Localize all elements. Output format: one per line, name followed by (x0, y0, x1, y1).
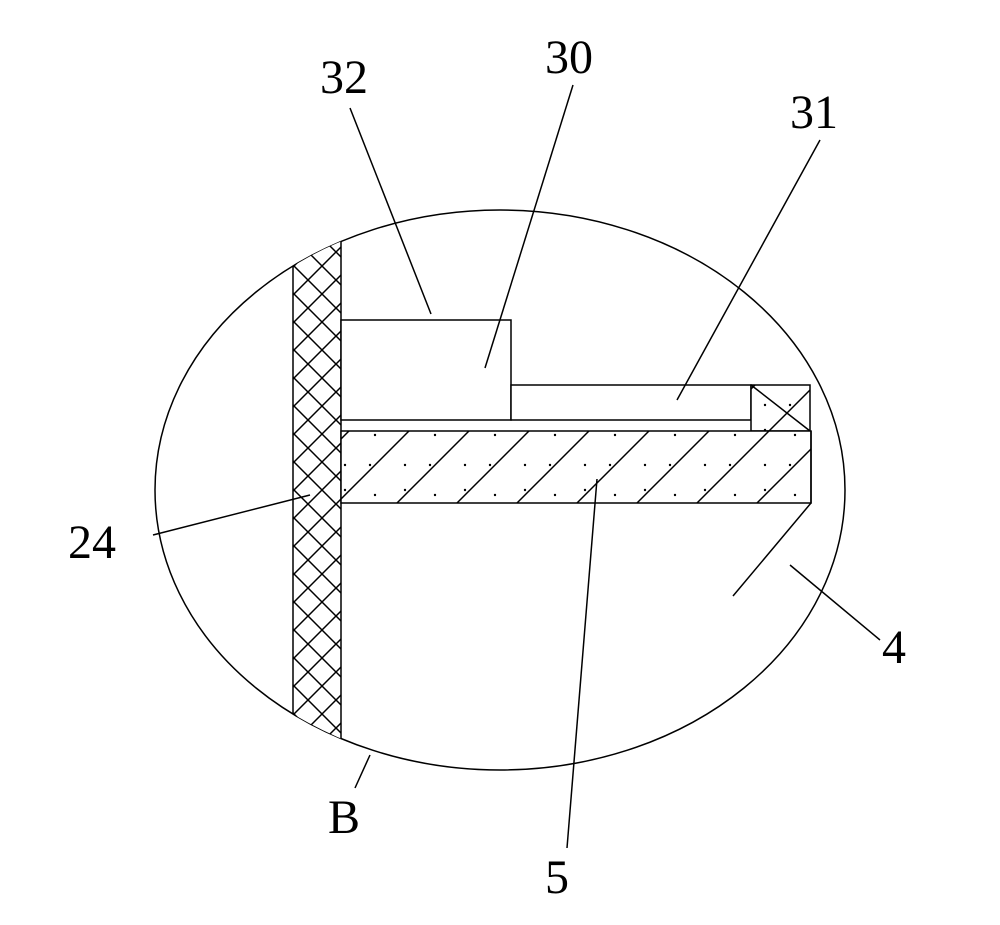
part-30-block (341, 320, 511, 420)
label-30: 30 (545, 30, 593, 85)
label-31: 31 (790, 85, 838, 140)
leader-5 (567, 479, 597, 848)
leader-24 (153, 495, 310, 535)
label-24: 24 (68, 515, 116, 570)
part-24-wall (293, 210, 341, 770)
part-5-bar (341, 431, 811, 503)
leader-4 (790, 565, 880, 640)
leader-30 (485, 85, 573, 368)
label-B: B (328, 790, 360, 845)
label-5: 5 (545, 850, 569, 905)
part-31-bar (511, 385, 751, 420)
leader-31 (677, 140, 820, 400)
label-4: 4 (882, 620, 906, 675)
label-32: 32 (320, 50, 368, 105)
diagram-canvas (0, 0, 1000, 925)
leader-B (355, 755, 370, 788)
leader-32 (350, 108, 431, 314)
